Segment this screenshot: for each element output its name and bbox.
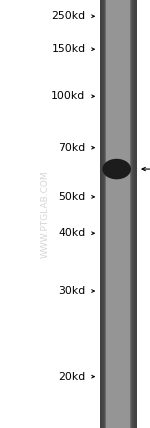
Bar bbox=[134, 0, 136, 428]
Bar bbox=[135, 0, 136, 428]
Text: 70kd: 70kd bbox=[58, 143, 86, 153]
Bar bbox=[100, 0, 105, 428]
Bar bbox=[134, 0, 136, 428]
Bar bbox=[100, 0, 105, 428]
Bar bbox=[133, 0, 136, 428]
Text: WWW.PTGLAB.COM: WWW.PTGLAB.COM bbox=[40, 170, 50, 258]
Ellipse shape bbox=[102, 159, 131, 179]
Text: 30kd: 30kd bbox=[58, 286, 86, 296]
Bar bbox=[133, 0, 136, 428]
Bar bbox=[100, 0, 101, 428]
Text: 20kd: 20kd bbox=[58, 372, 86, 382]
Bar bbox=[100, 0, 101, 428]
Bar bbox=[132, 0, 136, 428]
Bar bbox=[135, 0, 137, 428]
Bar bbox=[100, 0, 102, 428]
Bar bbox=[100, 0, 102, 428]
Text: 250kd: 250kd bbox=[51, 11, 86, 21]
Text: 150kd: 150kd bbox=[51, 44, 86, 54]
Bar bbox=[100, 0, 104, 428]
Bar bbox=[100, 0, 103, 428]
Bar bbox=[100, 0, 105, 428]
Bar bbox=[133, 0, 136, 428]
Bar bbox=[132, 0, 136, 428]
Bar bbox=[100, 0, 103, 428]
Text: 100kd: 100kd bbox=[51, 91, 86, 101]
Bar bbox=[100, 0, 106, 428]
Bar bbox=[131, 0, 137, 428]
Bar bbox=[100, 0, 102, 428]
Bar bbox=[100, 0, 136, 428]
Bar bbox=[130, 0, 136, 428]
Bar bbox=[131, 0, 136, 428]
Text: 40kd: 40kd bbox=[58, 228, 86, 238]
Bar bbox=[130, 0, 136, 428]
Text: 50kd: 50kd bbox=[58, 192, 86, 202]
Bar bbox=[100, 0, 106, 428]
Bar bbox=[100, 0, 104, 428]
